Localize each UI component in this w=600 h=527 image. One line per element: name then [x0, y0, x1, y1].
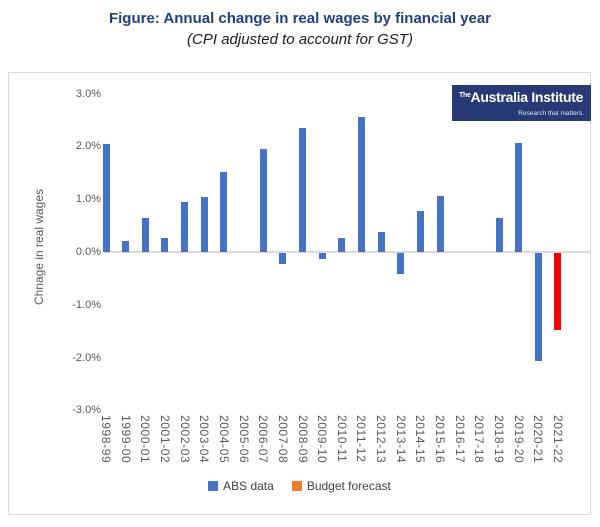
bar-2004-05: [220, 171, 228, 252]
bar-2018-19: [495, 217, 503, 252]
y-tick-label: 0.0%: [75, 246, 101, 258]
legend-swatch: [291, 481, 302, 491]
y-tick-label: -3.0%: [72, 404, 101, 417]
x-tick-label: 1998-99: [99, 415, 113, 464]
bar-2003-04: [200, 196, 208, 252]
figure-title: Figure: Annual change in real wages by f…: [108, 10, 492, 27]
bar-2002-03: [181, 201, 189, 252]
y-tick-label: -2.0%: [72, 351, 101, 364]
bar-2014-15: [416, 210, 424, 252]
x-tick-label: 2000-01: [138, 415, 153, 464]
figure-subtitle: (CPI adjusted to account for GST): [187, 31, 413, 48]
y-tick-label: 2.0%: [75, 140, 101, 153]
x-tick-label: 2019-20: [511, 415, 526, 464]
legend-label: Budget forecast: [306, 479, 391, 493]
y-tick-label: 1.0%: [75, 193, 101, 206]
x-tick-label: 2015-16: [433, 415, 448, 464]
bar-2007-08: [279, 253, 287, 264]
x-tick-label: 2021-22: [550, 415, 565, 464]
x-tick-label: 2010-11: [334, 415, 349, 463]
x-tick-label: 2012-13: [374, 415, 389, 464]
legend-label: ABS data: [223, 479, 274, 493]
bar-1999-00: [122, 241, 130, 252]
legend-item: ABS data: [208, 479, 274, 493]
x-tick-label: 2013-14: [393, 415, 408, 464]
bar-2010-11: [338, 237, 346, 252]
x-tick-label: 2003-04: [197, 415, 212, 464]
x-tick-label: 2001-02: [157, 415, 172, 464]
bar-2006-07: [259, 149, 267, 252]
x-tick-label: 2014-15: [413, 415, 428, 464]
bar-2000-01: [141, 217, 149, 252]
x-tick-label: 2008-09: [295, 415, 310, 464]
logo-wordmark: TheAustralia Institute: [459, 90, 584, 108]
x-tick-label: 2006-07: [256, 415, 271, 464]
bar-2020-21: [534, 253, 542, 362]
x-tick-label: 2005-06: [236, 415, 251, 464]
x-tick-label: 2011-12: [354, 415, 369, 463]
x-tick-label: 2002-03: [177, 415, 192, 464]
logo-name: Australia Institute: [470, 89, 584, 105]
bar-2019-20: [515, 142, 523, 252]
bar-2008-09: [299, 127, 306, 252]
legend-item: Budget forecast: [291, 479, 391, 493]
logo-tagline: Research that matters.: [518, 110, 584, 117]
bar-2021-22: [554, 253, 562, 330]
bar-2001-02: [161, 237, 169, 252]
x-tick-label: 2007-08: [275, 415, 290, 464]
x-tick-label: 2016-17: [452, 415, 467, 464]
bar-2015-16: [436, 195, 444, 252]
chart-area: TheAustralia Institute Research that mat…: [8, 72, 591, 515]
logo-prefix: The: [459, 92, 471, 99]
bar-1998-99: [102, 143, 110, 252]
x-tick-label: 2009-10: [315, 415, 330, 464]
x-tick-label: 2004-05: [216, 415, 231, 464]
legend-swatch: [208, 481, 219, 491]
x-axis-line: [104, 251, 590, 253]
x-tick-label: 2017-18: [472, 415, 487, 464]
bar-2013-14: [397, 253, 405, 275]
bar-2011-12: [357, 117, 365, 252]
x-tick-label: 1999-00: [118, 415, 133, 464]
australia-institute-logo: TheAustralia Institute Research that mat…: [452, 85, 591, 121]
x-tick-label: 2020-21: [531, 415, 546, 464]
legend: ABS data Budget forecast: [9, 479, 590, 493]
x-tick-label: 2018-19: [492, 415, 506, 464]
y-tick-label: -1.0%: [72, 298, 101, 311]
bar-2012-13: [377, 232, 385, 252]
bar-2009-10: [318, 253, 326, 260]
y-tick-label: 3.0%: [75, 87, 101, 100]
